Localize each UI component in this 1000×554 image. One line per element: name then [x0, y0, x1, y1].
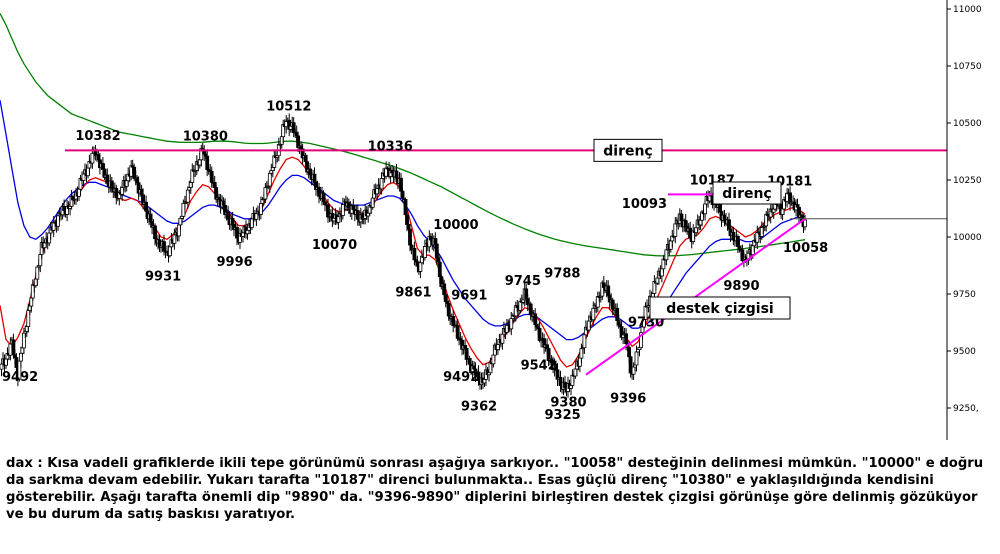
y-tick-label: 9500	[953, 347, 976, 357]
support-box-frame	[649, 296, 791, 320]
y-tick-label: 11000	[953, 5, 982, 15]
y-tick-label: 10250	[953, 176, 982, 186]
y-tick-label: 10500	[953, 119, 982, 129]
price-label: 10336	[368, 139, 413, 154]
price-label: 10093	[622, 197, 667, 212]
price-label: 10058	[783, 241, 828, 256]
commentary-text: dax : Kısa vadeli grafiklerde ikili tepe…	[6, 456, 984, 522]
price-label: 9396	[610, 392, 646, 407]
candle-body	[437, 261, 442, 278]
price-label: 10512	[266, 99, 311, 114]
price-label: 9996	[217, 255, 253, 270]
price-label: 10070	[312, 238, 357, 253]
support-box: destek çizgisi	[649, 296, 791, 320]
y-tick-label: 10750	[953, 62, 982, 72]
ma-green-line	[0, 13, 806, 257]
minor-resistance-box-frame	[712, 181, 782, 205]
y-axis: 11000 10750 10500 10250 10000 9750 9500 9250,	[946, 0, 982, 440]
price-label: 9788	[544, 266, 580, 281]
y-tick-label: 9250,	[953, 404, 979, 414]
price-label: 9691	[451, 289, 487, 304]
price-label: 9890	[723, 279, 759, 294]
price-label: 9931	[145, 270, 181, 285]
price-label: 9325	[545, 408, 581, 423]
resistance-box: direnç	[593, 138, 663, 162]
price-label: 9492	[2, 370, 38, 385]
price-label: 10380	[183, 129, 228, 144]
resistance-box-text: direnç	[603, 143, 653, 159]
price-label: 9362	[461, 400, 497, 415]
price-candles	[0, 113, 807, 398]
price-label: 9380	[550, 395, 586, 410]
resistance-box-frame	[593, 138, 663, 162]
price-label: 10382	[75, 129, 120, 144]
minor-resistance-box: direnç	[712, 181, 782, 205]
price-label: 9861	[395, 286, 431, 301]
price-label: 9542	[521, 358, 557, 373]
support-box-text: destek çizgisi	[666, 301, 773, 317]
price-label: 9492	[443, 370, 479, 385]
candle-body	[803, 219, 807, 228]
y-tick-label: 9750	[953, 290, 976, 300]
price-label: 9745	[505, 274, 541, 289]
minor-resistance-box-text: direnç	[722, 186, 772, 202]
chart: 11000 10750 10500 10250 10000 9750 9500 9250, 1…	[0, 0, 982, 440]
y-tick-label: 10000	[953, 233, 982, 243]
price-label: 10000	[433, 218, 478, 233]
